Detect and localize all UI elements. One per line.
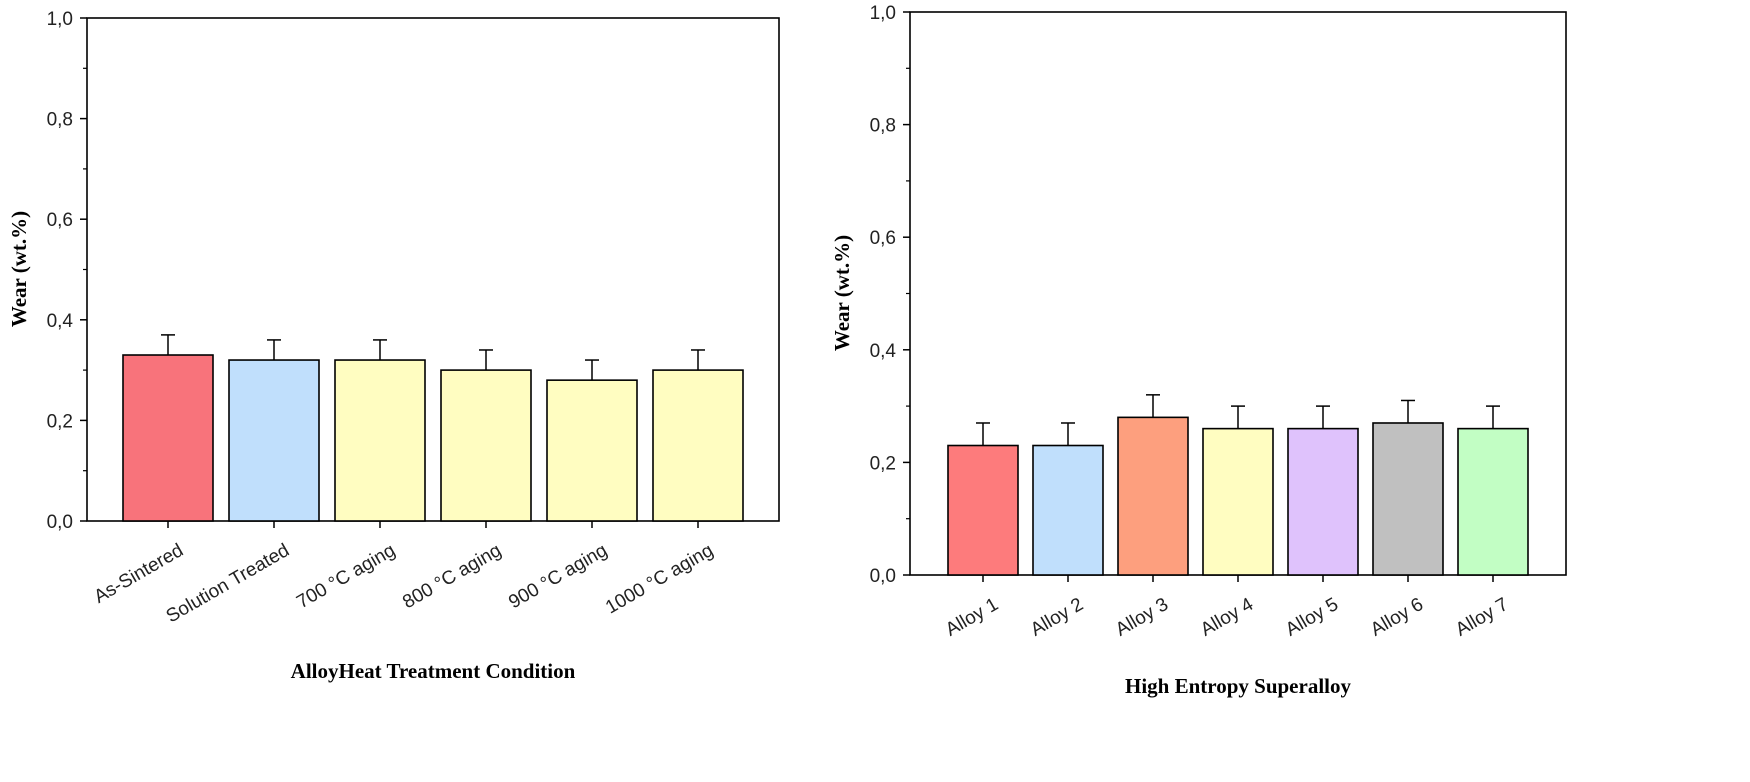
- y-tick-label-right: 1,0: [870, 3, 896, 24]
- y-tick-label-right: 0,2: [870, 453, 896, 474]
- y-tick-label-left: 1,0: [47, 9, 73, 30]
- y-tick-label-right: 0,8: [870, 116, 896, 137]
- x-categories-right: Alloy 1 Alloy 2 Alloy 3 Alloy 4 Alloy 5 Alloy…: [942, 575, 1512, 641]
- y-tick-label-left: 0,8: [47, 110, 73, 131]
- x-category-label-right: Alloy 7: [1452, 594, 1512, 641]
- x-axis-title-left: AlloyHeat Treatment Condition: [291, 659, 576, 683]
- y-axis-title-right: Wear (wt.%): [830, 235, 854, 351]
- y-tick-label-left: 0,0: [47, 512, 73, 533]
- y-tick-label-left: 0,4: [47, 311, 74, 332]
- y-tick-label-right: 0,4: [870, 341, 897, 362]
- x-category-label-right: Alloy 6: [1367, 594, 1427, 641]
- bar-right: [1457, 427, 1529, 576]
- y-axis-right: 0,0 0,2 0,4 0,6 0,8 1,0: [870, 3, 910, 587]
- x-category-label-right: Alloy 5: [1282, 594, 1342, 641]
- x-category-label-left: As-Sintered: [91, 540, 187, 608]
- bar-left: [334, 359, 426, 522]
- x-category-label-right: Alloy 1: [942, 594, 1002, 641]
- x-category-label-left: 700 °C aging: [293, 540, 399, 613]
- bars-right: [947, 394, 1529, 576]
- bar-left: [440, 369, 532, 522]
- y-axis-left: 0,0 0,2 0,4 0,6 0,8 1,0: [47, 9, 87, 533]
- bar-left: [652, 369, 744, 522]
- bar-left: [228, 359, 320, 522]
- x-category-label-right: Alloy 4: [1197, 594, 1257, 641]
- x-category-label-left: 1000 °C aging: [602, 540, 717, 619]
- bar-right: [1117, 416, 1189, 576]
- bar-right: [1202, 427, 1274, 576]
- bar-left: [546, 379, 638, 522]
- bar-left: [122, 354, 214, 522]
- bar-right: [947, 444, 1019, 576]
- y-tick-label-right: 0,0: [870, 566, 896, 587]
- bar-right: [1372, 422, 1444, 576]
- x-axis-title-right: High Entropy Superalloy: [1125, 674, 1351, 698]
- bar-right: [1032, 444, 1104, 576]
- x-category-label-right: Alloy 3: [1112, 594, 1172, 641]
- y-tick-label-right: 0,6: [870, 228, 896, 249]
- y-tick-label-left: 0,6: [47, 210, 73, 231]
- x-category-label-left: 900 °C aging: [505, 540, 611, 613]
- chart-right: 0,0 0,2 0,4 0,6 0,8 1,0 Alloy 1 Alloy 2 Alloy 3…: [830, 3, 1567, 698]
- y-tick-label-left: 0,2: [47, 411, 73, 432]
- y-axis-title-left: Wear (wt.%): [7, 211, 31, 327]
- bar-right: [1287, 427, 1359, 576]
- x-category-label-left: 800 °C aging: [399, 540, 505, 613]
- bars-left: [122, 334, 744, 522]
- x-category-label-right: Alloy 2: [1027, 594, 1087, 641]
